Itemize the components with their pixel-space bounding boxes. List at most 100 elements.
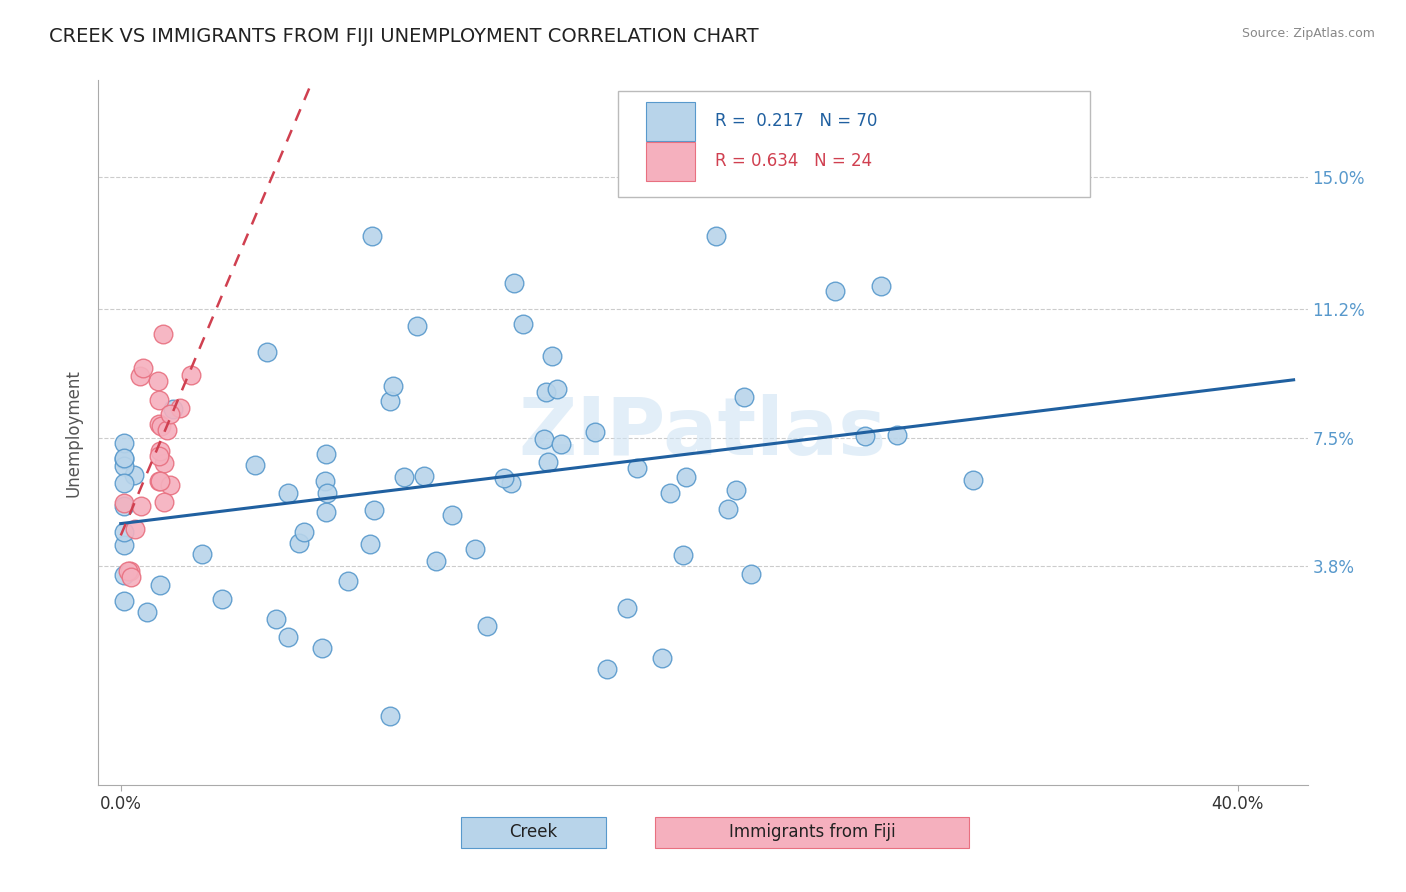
Point	[725, 483, 748, 497]
Point	[288, 536, 311, 550]
Point	[112, 476, 135, 491]
Point	[149, 444, 172, 458]
Point	[704, 228, 727, 243]
Point	[243, 458, 266, 472]
Point	[550, 437, 572, 451]
Point	[533, 432, 555, 446]
Point	[146, 374, 169, 388]
Point	[129, 369, 152, 384]
Point	[380, 394, 402, 409]
Point	[659, 485, 682, 500]
Point	[733, 390, 755, 404]
Text: Source: ZipAtlas.com: Source: ZipAtlas.com	[1241, 27, 1375, 40]
Point	[112, 568, 135, 582]
Point	[135, 606, 157, 620]
Text: R = 0.634   N = 24: R = 0.634 N = 24	[716, 153, 872, 170]
Point	[112, 452, 135, 467]
Point	[316, 486, 339, 500]
Point	[583, 425, 606, 439]
Point	[675, 470, 697, 484]
Point	[156, 423, 179, 437]
Point	[406, 319, 429, 334]
Point	[277, 630, 299, 644]
Point	[537, 455, 560, 469]
Point	[112, 458, 135, 473]
Point	[149, 474, 172, 488]
Point	[626, 461, 648, 475]
Point	[672, 548, 695, 562]
Text: Immigrants from Fiji: Immigrants from Fiji	[728, 823, 896, 841]
Point	[337, 574, 360, 588]
Bar	[655, 817, 969, 848]
Point	[540, 349, 562, 363]
Text: CREEK VS IMMIGRANTS FROM FIJI UNEMPLOYMENT CORRELATION CHART: CREEK VS IMMIGRANTS FROM FIJI UNEMPLOYME…	[49, 27, 759, 45]
Point	[499, 475, 522, 490]
Point	[363, 503, 385, 517]
Text: Creek: Creek	[509, 823, 558, 841]
Point	[292, 524, 315, 539]
Text: R =  0.217   N = 70: R = 0.217 N = 70	[716, 112, 877, 130]
Bar	[647, 102, 695, 141]
Point	[412, 469, 434, 483]
Point	[152, 495, 174, 509]
Point	[536, 384, 558, 399]
Point	[853, 429, 876, 443]
Point	[441, 508, 464, 522]
Point	[475, 619, 498, 633]
Point	[962, 474, 984, 488]
Point	[359, 537, 381, 551]
Point	[162, 402, 184, 417]
Point	[824, 285, 846, 299]
Point	[149, 578, 172, 592]
Point	[596, 662, 619, 676]
Point	[169, 401, 191, 415]
Point	[315, 505, 337, 519]
Point	[180, 368, 202, 383]
Point	[132, 361, 155, 376]
Point	[159, 407, 181, 421]
Point	[153, 456, 176, 470]
Point	[112, 593, 135, 607]
Bar	[461, 817, 606, 848]
Point	[315, 447, 337, 461]
Point	[740, 567, 762, 582]
Point	[159, 478, 181, 492]
Point	[512, 317, 534, 331]
Point	[503, 276, 526, 290]
Point	[314, 474, 336, 488]
Point	[148, 392, 170, 407]
Point	[148, 417, 170, 431]
Point	[425, 554, 447, 568]
Point	[651, 651, 673, 665]
Point	[381, 379, 404, 393]
Point	[464, 542, 486, 557]
Point	[264, 612, 287, 626]
Bar	[647, 142, 695, 181]
Point	[392, 469, 415, 483]
Point	[148, 474, 170, 488]
Point	[112, 451, 135, 466]
Point	[129, 499, 152, 513]
Point	[360, 228, 382, 243]
Point	[492, 471, 515, 485]
Point	[148, 449, 170, 463]
Point	[870, 279, 893, 293]
Point	[546, 382, 568, 396]
Point	[124, 468, 146, 483]
Point	[717, 501, 740, 516]
Point	[112, 538, 135, 552]
Point	[112, 496, 135, 510]
Point	[120, 570, 142, 584]
Point	[152, 326, 174, 341]
Point	[616, 601, 638, 615]
Point	[112, 436, 135, 450]
Point	[380, 708, 402, 723]
Point	[191, 547, 214, 561]
Y-axis label: Unemployment: Unemployment	[65, 368, 83, 497]
Point	[256, 345, 278, 359]
Point	[120, 565, 142, 579]
Text: ZIPatlas: ZIPatlas	[519, 393, 887, 472]
Point	[886, 428, 908, 442]
Point	[117, 564, 139, 578]
Point	[211, 592, 233, 607]
